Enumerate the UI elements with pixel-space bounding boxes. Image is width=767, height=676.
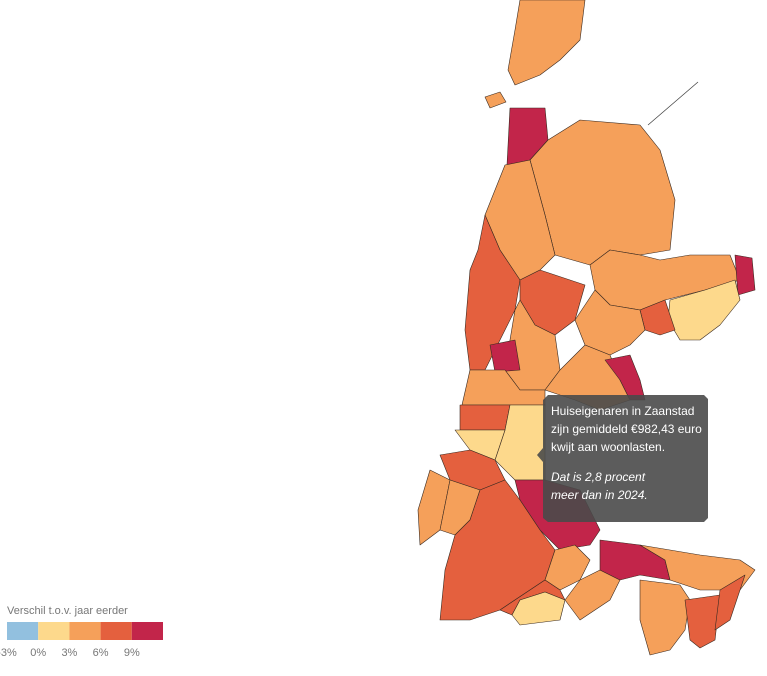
legend-label: 3% — [61, 647, 77, 659]
region[interactable] — [507, 0, 586, 86]
region[interactable] — [599, 539, 671, 581]
region[interactable] — [484, 91, 507, 109]
region[interactable] — [417, 469, 451, 546]
dike-line — [647, 81, 699, 126]
legend: Verschil t.o.v. jaar eerder -3% 0% 3% 6% 9% — [0, 605, 163, 659]
legend-label: 6% — [93, 647, 109, 659]
tooltip-box — [537, 395, 708, 522]
legend-swatch — [38, 622, 70, 640]
legend-label: -3% — [0, 647, 17, 659]
tooltip-text: kwijt aan woonlasten. — [551, 440, 665, 454]
tooltip: Huiseigenaren in Zaanstad zijn gemiddeld… — [537, 395, 708, 522]
region[interactable] — [511, 591, 566, 626]
legend-title: Verschil t.o.v. jaar eerder — [7, 605, 128, 617]
regions — [417, 0, 756, 656]
region[interactable] — [639, 579, 691, 656]
legend-swatch — [7, 622, 39, 640]
tooltip-text: zijn gemiddeld €982,43 euro — [551, 422, 702, 436]
region[interactable] — [489, 339, 521, 373]
legend-label: 0% — [30, 647, 46, 659]
legend-swatch — [69, 622, 101, 640]
region[interactable] — [684, 594, 721, 649]
legend-swatch — [131, 622, 163, 640]
tooltip-note: Dat is 2,8 procent — [551, 470, 646, 484]
tooltip-text: Huiseigenaren in Zaanstad — [551, 404, 694, 418]
region[interactable] — [714, 574, 746, 631]
legend-swatch — [100, 622, 132, 640]
region[interactable] — [734, 254, 756, 296]
legend-label: 9% — [124, 647, 140, 659]
tooltip-note: meer dan in 2024. — [551, 488, 648, 502]
region[interactable] — [459, 404, 511, 431]
